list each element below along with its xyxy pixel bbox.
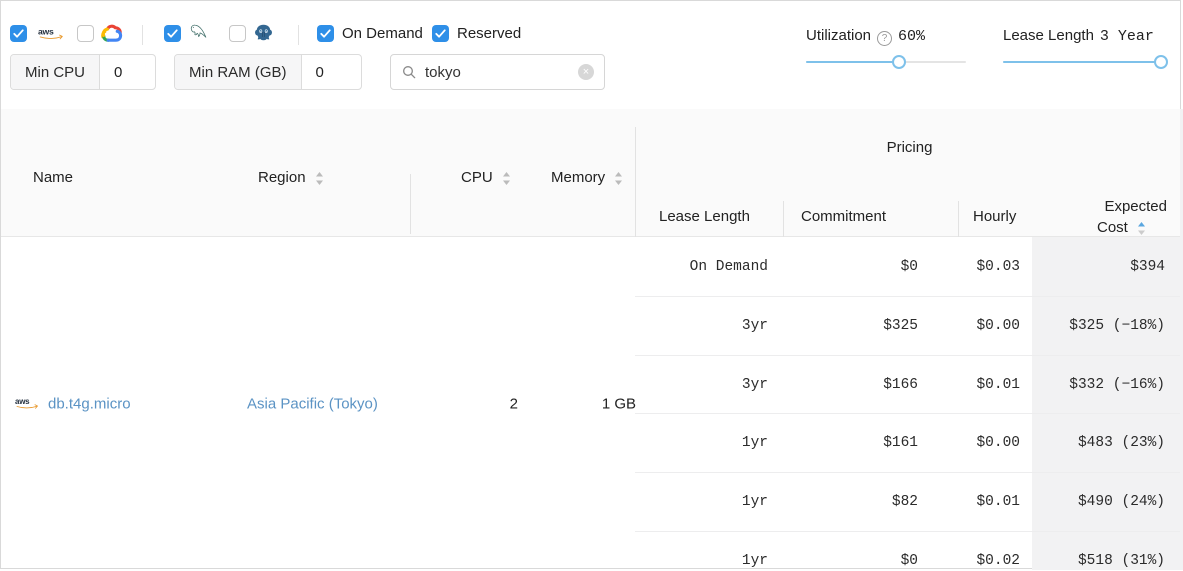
- svg-text:aws: aws: [38, 26, 54, 36]
- svg-text:aws: aws: [15, 397, 30, 406]
